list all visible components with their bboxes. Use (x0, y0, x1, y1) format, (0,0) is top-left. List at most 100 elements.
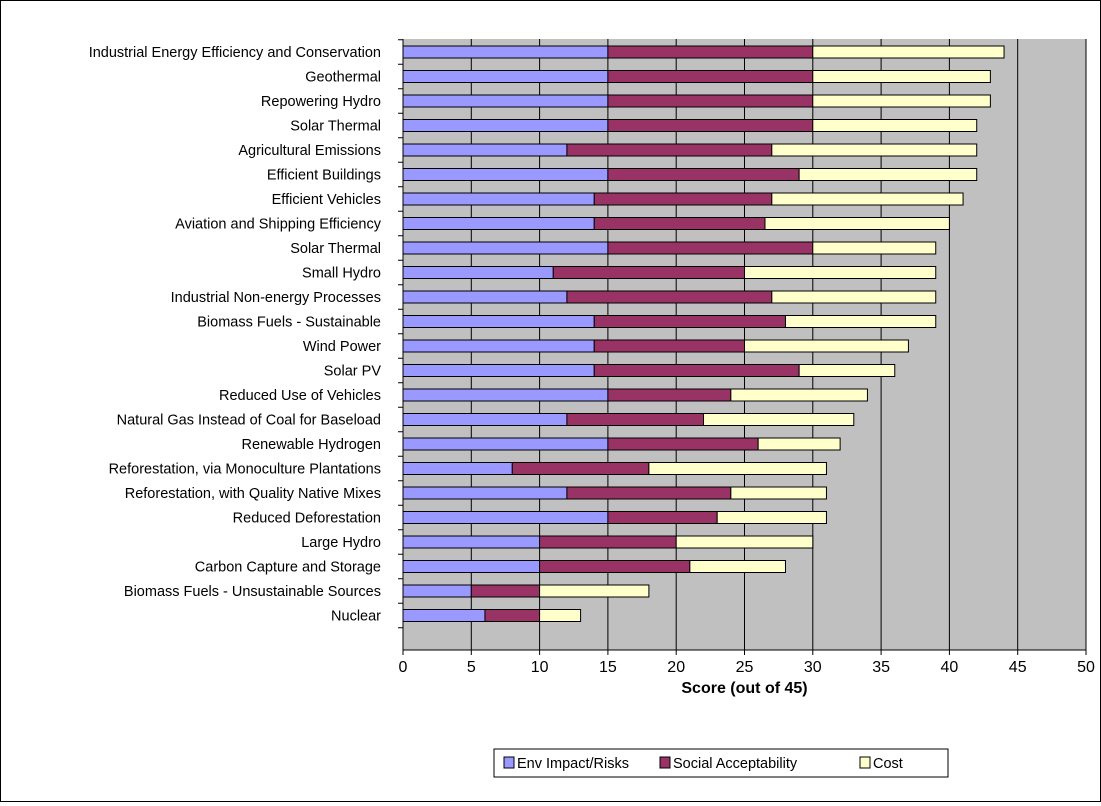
bar-13-series-0 (402, 364, 595, 377)
bar-12-series-1 (593, 339, 745, 353)
x-tick-label-10: 50 (1077, 659, 1095, 676)
legend-swatch-0 (503, 756, 515, 769)
bar-5-series-1 (607, 168, 800, 181)
bar-16-series-0 (402, 437, 609, 451)
bar-23-series-0 (402, 609, 486, 622)
bar-14-series-1 (607, 388, 732, 402)
legend-swatch-2 (859, 756, 871, 769)
bar-7-series-2 (764, 217, 950, 230)
bar-0-series-2 (812, 45, 1005, 59)
category-label-11: Biomass Fuels - Sustainable (197, 315, 381, 331)
legend-swatch-1 (659, 756, 671, 769)
bar-12-series-2 (744, 339, 909, 353)
bar-4-series-1 (566, 143, 773, 157)
bar-4-series-0 (402, 143, 568, 157)
bar-9-series-1 (552, 266, 746, 279)
bar-17-series-2 (648, 462, 827, 475)
bar-15-series-2 (703, 413, 855, 426)
legend-label-1: Social Acceptability (673, 756, 798, 772)
bar-2-series-2 (812, 94, 991, 108)
bar-18-series-0 (402, 486, 568, 500)
bar-3-series-0 (402, 119, 609, 132)
category-label-0: Industrial Energy Efficiency and Conserv… (89, 45, 381, 61)
x-tick-label-5: 25 (736, 659, 754, 676)
legend-box (493, 748, 949, 778)
legend: Env Impact/Risks Social Acceptability Cost (493, 748, 949, 778)
x-axis-title: Score (out of 45) (681, 680, 807, 697)
bar-16-series-2 (757, 437, 841, 451)
x-tick-label-6: 30 (804, 659, 822, 676)
bar-0-series-1 (607, 45, 814, 59)
bar-19-series-2 (716, 511, 827, 524)
x-tick-labels: 0 5 10 15 20 25 30 35 40 45 50 (399, 659, 1095, 676)
bar-11-series-0 (402, 315, 595, 328)
bar-21-series-0 (402, 560, 541, 573)
category-label-23: Nuclear (331, 609, 381, 625)
bar-6-series-2 (771, 192, 964, 206)
bar-19-series-0 (402, 511, 609, 524)
category-label-9: Small Hydro (302, 266, 381, 282)
x-tick-label-7: 35 (872, 659, 890, 676)
bar-6-series-1 (593, 192, 773, 206)
bar-15-series-0 (402, 413, 568, 426)
axes (398, 39, 1087, 655)
bar-10-series-1 (566, 290, 773, 304)
x-tick-label-8: 40 (941, 659, 959, 676)
bar-9-series-0 (402, 266, 554, 279)
category-label-13: Solar PV (324, 364, 382, 380)
bar-5-series-0 (402, 168, 609, 181)
x-tick-label-9: 45 (1009, 659, 1027, 676)
bar-15-series-1 (566, 413, 705, 426)
bar-20-series-2 (675, 535, 814, 549)
category-label-19: Reduced Deforestation (233, 511, 381, 527)
bar-2-series-0 (402, 94, 609, 108)
category-label-17: Reforestation, via Monoculture Plantatio… (109, 462, 381, 478)
category-label-16: Renewable Hydrogen (242, 437, 381, 453)
category-label-21: Carbon Capture and Storage (195, 560, 381, 576)
bar-13-series-2 (798, 364, 896, 377)
bar-11-series-2 (784, 315, 937, 328)
bar-8-series-1 (607, 241, 814, 255)
category-labels: Industrial Energy Efficiency and Conserv… (89, 45, 382, 625)
bar-20-series-0 (402, 535, 541, 549)
bar-6-series-0 (402, 192, 595, 206)
category-label-22: Biomass Fuels - Unsustainable Sources (124, 584, 381, 600)
bar-7-series-0 (402, 217, 595, 230)
bar-9-series-2 (744, 266, 937, 279)
bar-0-series-0 (402, 45, 609, 59)
bar-20-series-1 (539, 535, 677, 549)
bar-1-series-2 (812, 70, 991, 83)
bar-12-series-0 (402, 339, 595, 353)
category-label-7: Aviation and Shipping Efficiency (175, 217, 382, 233)
category-label-10: Industrial Non-energy Processes (171, 290, 381, 306)
category-label-1: Geothermal (305, 70, 381, 86)
x-tick-label-2: 10 (531, 659, 549, 676)
bar-2-series-1 (607, 94, 814, 108)
bar-22-series-1 (470, 584, 541, 598)
category-label-4: Agricultural Emissions (238, 143, 381, 159)
category-label-5: Efficient Buildings (267, 168, 381, 184)
bar-7-series-1 (593, 217, 766, 230)
bar-11-series-1 (593, 315, 786, 328)
category-label-15: Natural Gas Instead of Coal for Baseload (117, 413, 381, 429)
bar-3-series-1 (607, 119, 814, 132)
bar-18-series-2 (730, 486, 827, 500)
x-tick-label-0: 0 (399, 659, 408, 676)
legend-label-0: Env Impact/Risks (517, 756, 629, 772)
x-tick-label-3: 15 (599, 659, 617, 676)
bar-13-series-1 (593, 364, 800, 377)
bar-14-series-0 (402, 388, 609, 402)
x-tick-label-1: 5 (467, 659, 476, 676)
bar-21-series-2 (689, 560, 786, 573)
category-label-6: Efficient Vehicles (272, 192, 381, 208)
bar-5-series-2 (798, 168, 978, 181)
category-label-8: Solar Thermal (290, 241, 381, 257)
bar-10-series-2 (771, 290, 937, 304)
bar-8-series-0 (402, 241, 609, 255)
bar-1-series-1 (607, 70, 814, 83)
bar-17-series-1 (511, 462, 650, 475)
legend-label-2: Cost (873, 756, 903, 772)
bar-19-series-1 (607, 511, 718, 524)
